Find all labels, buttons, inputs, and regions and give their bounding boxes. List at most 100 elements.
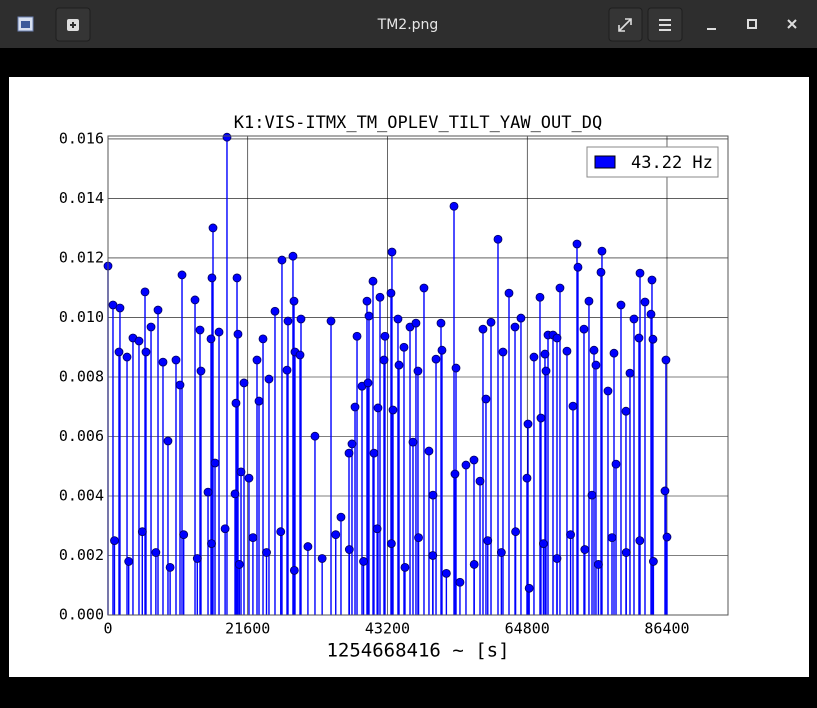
stem-marker [344,545,354,554]
stem-marker [419,283,429,293]
stem-marker [646,309,656,319]
stem-marker [483,536,493,546]
stem-marker [289,296,299,306]
stem-marker [124,557,134,566]
stem-marker [380,331,390,341]
stem-marker [635,536,645,546]
stem-marker [190,295,200,305]
stem-marker [363,378,373,388]
stem-marker [399,342,409,352]
stem-marker [303,542,313,551]
y-tick-label: 0.006 [59,427,104,445]
stem-marker [379,355,389,365]
stem-marker [536,413,546,423]
stem-marker [591,360,601,370]
stem-marker [587,490,597,500]
stem-marker [252,355,262,365]
stem-marker [662,532,672,542]
app-icon [17,16,34,32]
stem-marker [634,333,644,343]
stem-marker [475,476,485,486]
y-tick-label: 0.008 [59,367,104,385]
stem-marker [258,334,268,344]
stem-marker [597,246,607,256]
stem-marker [552,333,562,343]
stem-marker [282,365,292,375]
stem-marker [110,536,119,546]
stem-marker [451,363,461,373]
stem-marker [400,562,410,572]
y-tick-label: 0.002 [59,546,104,564]
close-button[interactable] [787,19,797,29]
stem-marker [254,396,264,406]
stem-marker [137,527,147,537]
stem-marker [140,287,150,297]
stem-marker [524,583,534,593]
y-tick-label: 0.000 [59,606,104,624]
stem-marker [288,251,298,261]
stem-marker [386,539,396,548]
stem-marker [611,459,621,469]
stem-marker [510,322,520,332]
maximize-button[interactable] [747,19,757,29]
chart-title: K1:VIS-ITMX_TM_OPLEV_TILT_YAW_OUT_DQ [234,113,602,133]
x-axis-label: 1254668416 ~ [s] [326,640,509,662]
stem-marker [541,366,551,376]
stem-marker [562,346,572,356]
stem-marker [244,473,254,483]
stem-marker [428,490,438,500]
stem-marker [647,275,657,285]
y-tick-label: 0.014 [59,189,104,207]
stem-marker [414,533,423,543]
stem-marker [450,469,460,479]
stem-marker [436,318,446,328]
stem-marker [441,568,451,578]
plot: 0.000 0.002 0.004 0.006 0.008 0.010 0.012 0.014… [59,129,729,638]
fullscreen-button[interactable] [608,7,643,42]
stem-marker [326,316,336,326]
stem-marker [234,560,244,569]
stem-marker [179,530,189,540]
stem-marker [411,318,421,328]
stem-marker [540,349,550,359]
stem-marker [437,345,447,355]
stem-marker [232,273,242,283]
stem-marker [584,296,594,306]
stem-marker [196,366,206,376]
stem-marker [289,565,299,575]
stem-marker [195,325,205,335]
stem-marker [529,352,539,362]
stem-marker [220,524,230,534]
stem-marker [469,455,479,465]
stem-marker [171,355,181,365]
stem-marker [552,554,562,563]
stem-marker [210,458,220,468]
stem-marker [424,446,434,456]
stem-marker [566,530,575,540]
x-tick-label: 0 [103,620,112,638]
stem-marker [295,350,305,360]
stem-marker [264,374,274,384]
new-tab-button[interactable] [55,7,91,42]
menu-button[interactable] [647,7,683,42]
stem-marker [165,562,175,572]
stem-marker [158,357,168,367]
stem-marker [649,557,658,566]
legend-label: 43.22 Hz [631,153,713,173]
stem-marker [207,273,217,283]
stem-marker [413,366,423,376]
stem-marker [580,545,590,554]
y-tick-label: 0.012 [59,248,104,266]
stem-marker [231,398,241,408]
stem-marker [203,487,213,497]
stem-marker [635,268,645,278]
stem-marker [579,324,589,334]
stem-marker [163,436,173,446]
stem-marker [175,380,185,390]
x-tick-label: 64800 [505,620,550,638]
stem-marker [596,267,606,277]
stem-marker [431,354,441,364]
stem-marker [661,355,671,365]
stem-marker [317,554,327,563]
